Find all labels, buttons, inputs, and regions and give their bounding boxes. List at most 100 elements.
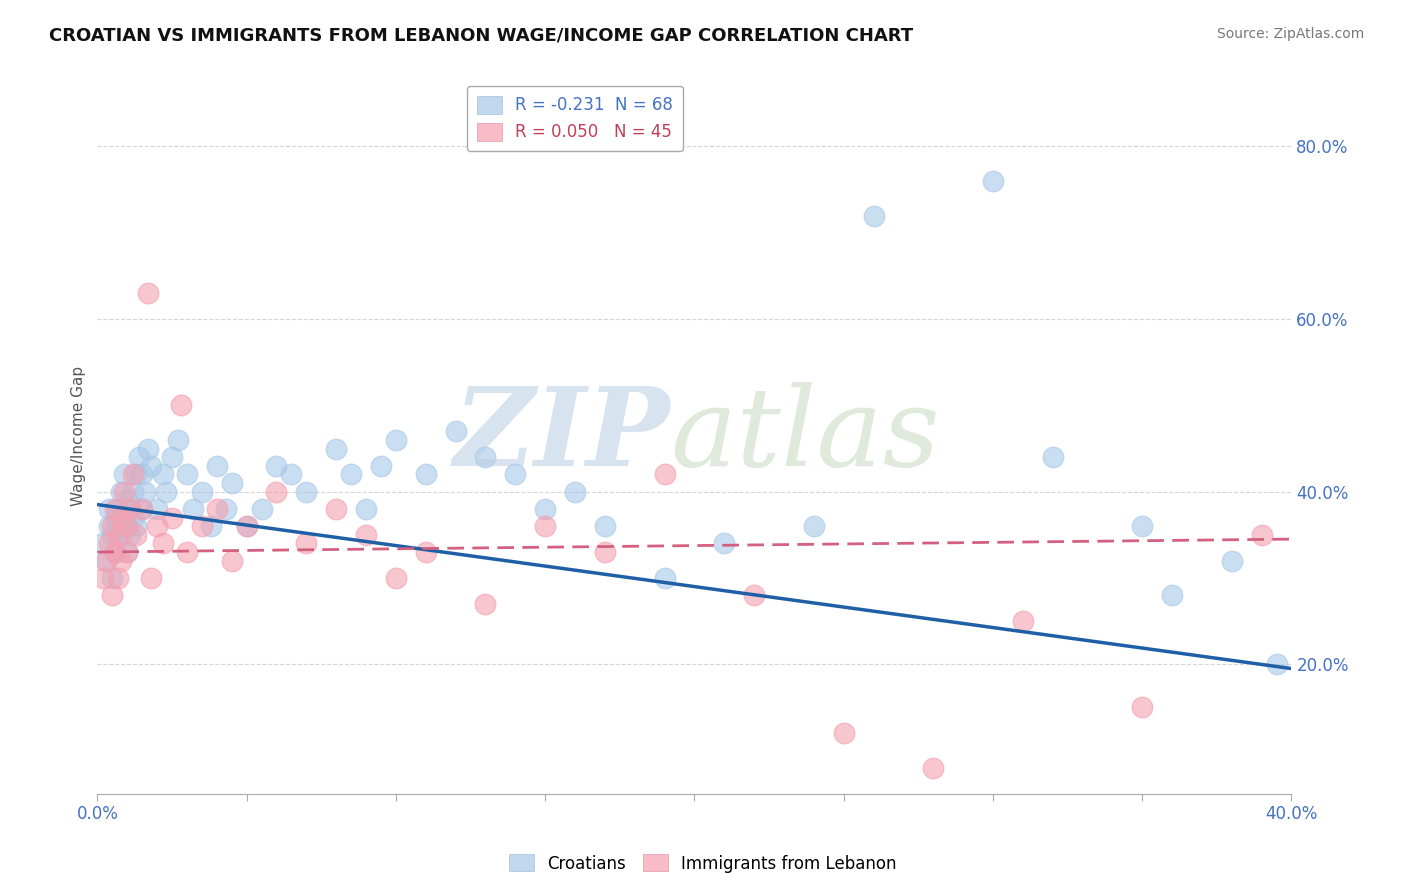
Point xyxy=(152,467,174,482)
Point xyxy=(325,502,347,516)
Point xyxy=(139,571,162,585)
Point xyxy=(110,484,132,499)
Y-axis label: Wage/Income Gap: Wage/Income Gap xyxy=(72,366,86,506)
Point xyxy=(170,398,193,412)
Point xyxy=(1130,519,1153,533)
Point xyxy=(742,588,765,602)
Point xyxy=(862,209,884,223)
Point xyxy=(104,510,127,524)
Legend: Croatians, Immigrants from Lebanon: Croatians, Immigrants from Lebanon xyxy=(502,847,904,880)
Point xyxy=(125,519,148,533)
Point xyxy=(104,545,127,559)
Point xyxy=(325,442,347,456)
Point xyxy=(593,519,616,533)
Point xyxy=(1220,554,1243,568)
Point xyxy=(120,502,142,516)
Point xyxy=(205,502,228,516)
Point xyxy=(474,450,496,464)
Point xyxy=(803,519,825,533)
Point xyxy=(131,467,153,482)
Point xyxy=(112,467,135,482)
Point xyxy=(91,571,114,585)
Point xyxy=(1011,614,1033,628)
Point xyxy=(385,571,408,585)
Point xyxy=(1042,450,1064,464)
Point xyxy=(181,502,204,516)
Point xyxy=(91,536,114,550)
Point xyxy=(415,467,437,482)
Point xyxy=(98,502,121,516)
Point xyxy=(266,458,288,473)
Point xyxy=(96,554,118,568)
Point xyxy=(235,519,257,533)
Point xyxy=(110,528,132,542)
Point xyxy=(534,502,557,516)
Point xyxy=(167,433,190,447)
Point xyxy=(235,519,257,533)
Point xyxy=(146,502,169,516)
Point xyxy=(474,597,496,611)
Point xyxy=(370,458,392,473)
Point xyxy=(104,502,127,516)
Text: ZIP: ZIP xyxy=(454,382,671,490)
Point xyxy=(115,519,138,533)
Point xyxy=(250,502,273,516)
Point xyxy=(205,458,228,473)
Point xyxy=(1265,657,1288,672)
Legend: R = -0.231  N = 68, R = 0.050   N = 45: R = -0.231 N = 68, R = 0.050 N = 45 xyxy=(467,86,683,152)
Point xyxy=(125,467,148,482)
Point xyxy=(654,571,676,585)
Point xyxy=(191,519,214,533)
Point xyxy=(415,545,437,559)
Point xyxy=(122,484,145,499)
Point xyxy=(713,536,735,550)
Point xyxy=(104,545,127,559)
Point xyxy=(155,484,177,499)
Point xyxy=(981,174,1004,188)
Point xyxy=(832,726,855,740)
Point xyxy=(120,502,142,516)
Point xyxy=(200,519,222,533)
Point xyxy=(122,510,145,524)
Point xyxy=(128,450,150,464)
Point xyxy=(131,502,153,516)
Point xyxy=(131,502,153,516)
Point xyxy=(98,536,121,550)
Point xyxy=(340,467,363,482)
Point xyxy=(444,424,467,438)
Point xyxy=(221,476,243,491)
Point xyxy=(354,502,377,516)
Point xyxy=(1161,588,1184,602)
Point xyxy=(176,467,198,482)
Point xyxy=(107,519,129,533)
Point xyxy=(1250,528,1272,542)
Point xyxy=(385,433,408,447)
Point xyxy=(112,510,135,524)
Point xyxy=(115,519,138,533)
Point xyxy=(221,554,243,568)
Point xyxy=(101,588,124,602)
Point xyxy=(107,528,129,542)
Point xyxy=(922,761,945,775)
Point xyxy=(107,502,129,516)
Point xyxy=(215,502,238,516)
Point xyxy=(191,484,214,499)
Point xyxy=(534,519,557,533)
Point xyxy=(593,545,616,559)
Point xyxy=(139,458,162,473)
Point xyxy=(136,442,159,456)
Point xyxy=(176,545,198,559)
Point xyxy=(96,554,118,568)
Point xyxy=(1130,700,1153,714)
Point xyxy=(295,484,318,499)
Point xyxy=(120,528,142,542)
Point xyxy=(160,450,183,464)
Point xyxy=(101,528,124,542)
Text: Source: ZipAtlas.com: Source: ZipAtlas.com xyxy=(1216,27,1364,41)
Point xyxy=(146,519,169,533)
Text: CROATIAN VS IMMIGRANTS FROM LEBANON WAGE/INCOME GAP CORRELATION CHART: CROATIAN VS IMMIGRANTS FROM LEBANON WAGE… xyxy=(49,27,914,45)
Point xyxy=(503,467,526,482)
Point xyxy=(266,484,288,499)
Point xyxy=(654,467,676,482)
Point xyxy=(354,528,377,542)
